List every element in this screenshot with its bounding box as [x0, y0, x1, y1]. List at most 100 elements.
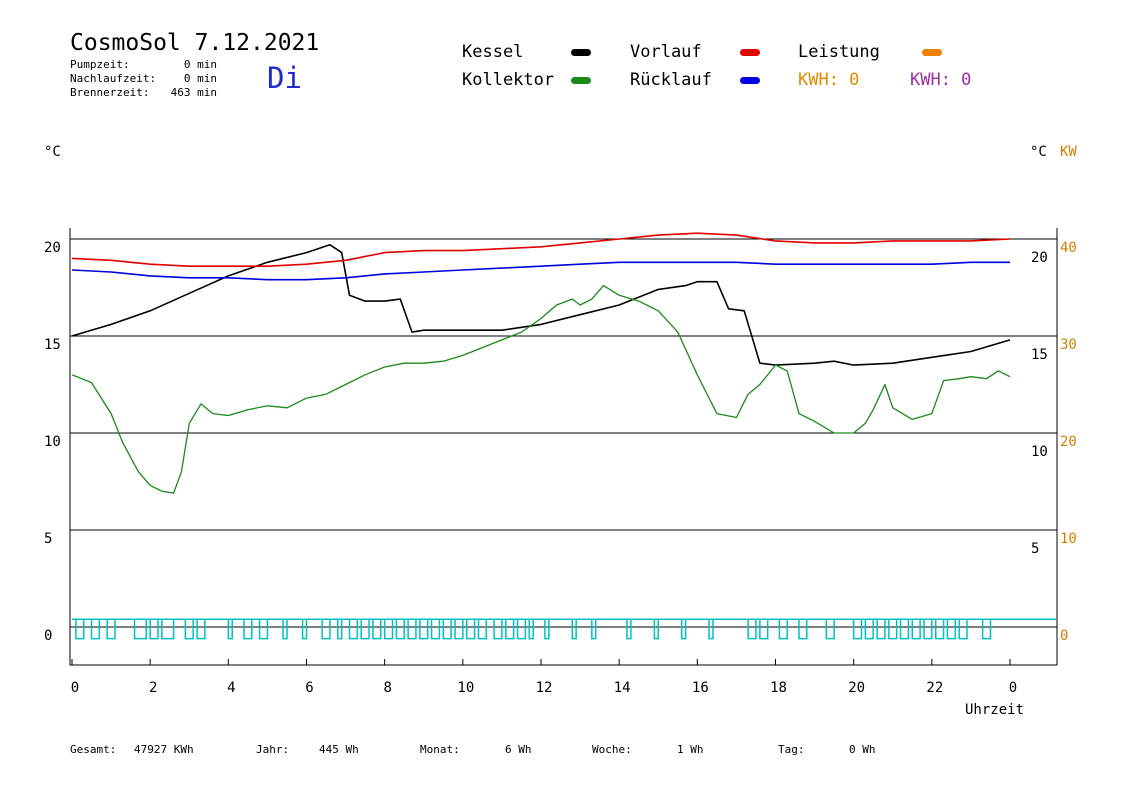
burner-pulse-3: [133, 618, 148, 640]
burner-pulse-35: [653, 618, 660, 640]
footer-value-gesamt: 47927 KWh: [134, 743, 194, 756]
y-tick-right-c-20: 20: [1031, 250, 1048, 266]
left-axis-unit: °C: [44, 144, 61, 160]
x-tick-0: 0: [71, 680, 79, 696]
burner-pulse-36: [680, 618, 687, 640]
legend-swatch-leistung: [922, 49, 942, 56]
burner-pulse-45: [876, 618, 886, 640]
y-tick-right-c-5: 5: [1031, 541, 1039, 557]
burner-pulse-17: [372, 618, 382, 640]
y-tick-right-kw-0: 0: [1060, 628, 1068, 644]
y-tick-right-kw-20: 20: [1060, 434, 1077, 450]
legend-label-kessel: Kessel: [462, 42, 524, 62]
burner-pulse-49: [923, 618, 933, 640]
right-axis-unit: °C: [1030, 144, 1047, 160]
page-title: CosmoSol 7.12.2021: [70, 30, 320, 56]
burner-pulse-4: [149, 618, 159, 640]
x-tick-4: 8: [383, 680, 391, 696]
burner-pulse-28: [505, 618, 515, 640]
burner-pulse-38: [747, 618, 757, 640]
burner-pulse-11: [282, 618, 288, 640]
burner-pulse-41: [798, 618, 808, 640]
stat-value-pumpzeit: 0 min: [183, 58, 217, 71]
burner-pulse-31: [544, 618, 550, 640]
burner-pulse-18: [383, 618, 394, 640]
burner-pulse-48: [911, 618, 921, 640]
x-tick-12: 0: [1009, 680, 1017, 696]
footer-label-jahr: Jahr:: [256, 743, 290, 756]
burner-pulse-22: [430, 618, 441, 640]
x-tick-10: 20: [848, 680, 865, 696]
footer-value-monat: 6 Wh: [505, 743, 532, 756]
stat-label-brennerzeit: Brennerzeit:: [70, 86, 150, 99]
x-tick-2: 4: [227, 680, 235, 696]
x-tick-9: 18: [770, 680, 787, 696]
y-tick-right-c-15: 15: [1031, 347, 1048, 363]
stat-value-nachlaufzeit: 0 min: [183, 72, 217, 85]
burner-pulse-43: [852, 618, 863, 640]
burner-pulse-0: [75, 618, 85, 640]
footer-label-gesamt: Gesamt:: [70, 743, 117, 756]
x-axis-label: Uhrzeit: [965, 702, 1025, 718]
burner-pulse-42: [825, 618, 835, 640]
x-tick-3: 6: [305, 680, 313, 696]
burner-pulse-25: [465, 618, 476, 640]
stat-label-nachlaufzeit: Nachlaufzeit:: [70, 72, 157, 85]
x-tick-11: 22: [926, 680, 943, 696]
y-tick-right-kw-10: 10: [1060, 531, 1077, 547]
burner-pulse-15: [348, 618, 359, 640]
burner-pulse-34: [626, 618, 632, 640]
burner-pulse-53: [981, 618, 992, 640]
burner-pulse-27: [493, 618, 503, 640]
burner-pulse-30: [528, 618, 534, 640]
y-tick-left-0: 0: [44, 628, 52, 644]
footer-value-woche: 1 Wh: [677, 743, 704, 756]
series-line-rcklauf: [71, 261, 1010, 281]
y-tick-left-10: 10: [44, 434, 61, 450]
y-tick-right-kw-40: 40: [1060, 240, 1077, 256]
burner-pulse-12: [301, 618, 308, 640]
weekday-label: Di: [267, 61, 302, 95]
y-tick-right-kw-30: 30: [1060, 337, 1077, 353]
y-tick-left-5: 5: [44, 531, 52, 547]
burner-pulse-50: [934, 618, 945, 640]
kwh-readout-1: KWH: 0: [798, 70, 860, 90]
x-tick-6: 12: [536, 680, 553, 696]
legend-label-leistung: Leistung: [798, 42, 880, 62]
legend-label-kollektor: Kollektor: [462, 70, 555, 90]
footer-value-jahr: 445 Wh: [319, 743, 359, 756]
legend-label-vorlauf: Vorlauf: [630, 42, 702, 62]
burner-pulse-33: [591, 618, 597, 640]
stat-label-pumpzeit: Pumpzeit:: [70, 58, 130, 71]
burner-pulse-44: [864, 618, 874, 640]
footer-value-tag: 0 Wh: [849, 743, 876, 756]
burner-pulse-16: [360, 618, 370, 640]
series-line-vorlauf: [71, 232, 1011, 267]
burner-pulse-46: [888, 618, 898, 640]
burner-pulse-1: [90, 618, 101, 640]
footer-label-monat: Monat:: [420, 743, 460, 756]
legend-swatch-kollektor: [571, 77, 591, 84]
y-tick-right-c-10: 10: [1031, 444, 1048, 460]
burner-pulse-20: [407, 618, 417, 640]
burner-pulse-14: [337, 618, 343, 640]
burner-pulse-7: [196, 618, 206, 640]
burner-pulse-37: [708, 618, 714, 640]
burner-pulse-10: [258, 618, 269, 640]
burner-pulse-23: [442, 618, 452, 640]
y-tick-left-15: 15: [44, 337, 61, 353]
burner-pulse-40: [778, 618, 788, 640]
legend-label-ruecklauf: Rücklauf: [630, 70, 712, 90]
burner-pulse-9: [243, 618, 253, 640]
series-line-kollektor: [71, 284, 1011, 494]
burner-pulse-52: [958, 618, 968, 640]
footer-label-tag: Tag:: [778, 743, 805, 756]
burner-pulse-6: [184, 618, 194, 640]
burner-pulse-26: [477, 618, 488, 640]
burner-pulse-19: [395, 618, 405, 640]
x-tick-1: 2: [149, 680, 157, 696]
legend-swatch-kessel: [571, 49, 591, 56]
kwh-readout-2: KWH: 0: [910, 70, 972, 90]
legend-swatch-ruecklauf: [740, 77, 760, 84]
